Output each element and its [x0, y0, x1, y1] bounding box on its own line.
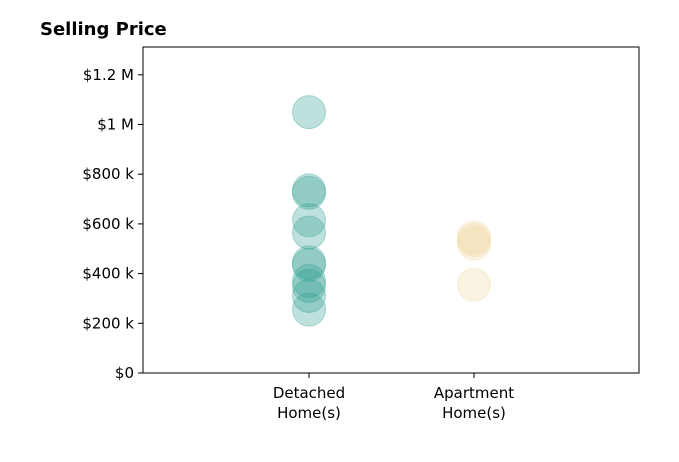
data-point [292, 173, 326, 208]
y-tick-label: $0 [115, 364, 134, 382]
x-axis: Detached Home(s) Apartment Home(s) [273, 373, 514, 422]
y-tick-label: $800 k [82, 165, 134, 183]
data-point [292, 203, 326, 238]
data-point [292, 95, 326, 130]
data-point [292, 292, 326, 327]
x-tick-label: Home(s) [277, 404, 341, 422]
data-point [457, 223, 491, 258]
data-point [457, 220, 491, 255]
y-tick-label: $400 k [82, 265, 134, 283]
data-point [292, 264, 326, 299]
data-point [457, 267, 491, 302]
x-tick-label: Apartment [434, 384, 514, 402]
chart-title: Selling Price [40, 19, 167, 40]
data-points [292, 95, 491, 327]
data-point [292, 269, 326, 304]
x-tick-label: Detached [273, 384, 345, 402]
y-tick-label: $1 M [97, 116, 134, 134]
data-point [292, 247, 326, 282]
y-axis: $0 $200 k $400 k $600 k $800 k $1 M $1.2 M [82, 66, 143, 382]
y-tick-label: $600 k [82, 215, 134, 233]
x-tick-label: Home(s) [442, 404, 506, 422]
data-point [292, 245, 326, 280]
data-point [457, 226, 491, 261]
y-tick-label: $1.2 M [83, 66, 134, 84]
data-point [292, 278, 326, 313]
plot-frame [142, 46, 640, 374]
data-point [292, 175, 326, 210]
data-point [292, 215, 326, 250]
y-tick-label: $200 k [82, 314, 134, 332]
